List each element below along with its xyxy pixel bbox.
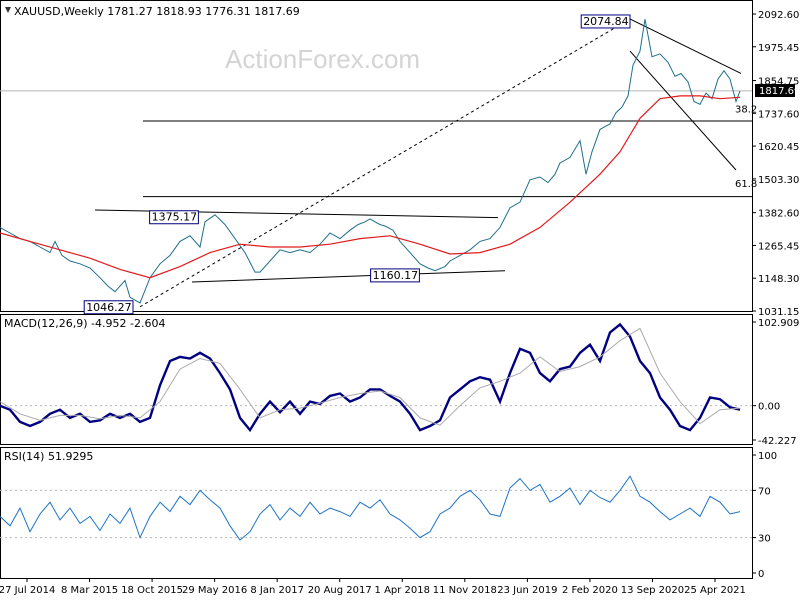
series-price <box>0 19 741 304</box>
rsi-title: RSI(14) 51.9295 <box>4 450 93 463</box>
last-price-box <box>755 84 795 97</box>
watermark: ActionForex.com <box>225 44 420 74</box>
x-tick-label: 1 Apr 2018 <box>375 585 430 596</box>
rsi-axis-tick-label: 100 <box>758 451 777 462</box>
price-axis-tick-label: 1148.30 <box>758 274 799 285</box>
price-axis-tick-label: 1265.45 <box>758 241 799 252</box>
trendline-4 <box>629 50 737 171</box>
series-macd <box>0 322 741 433</box>
rsi-axis-tick-label: 70 <box>758 486 771 497</box>
annotation-2074.84: 2074.84 <box>583 15 629 28</box>
last-price-label: 1817.69 <box>759 86 800 97</box>
x-tick-label: 20 Aug 2017 <box>308 585 372 596</box>
title-arrow-icon <box>5 7 11 13</box>
annotation-1046.27: 1046.27 <box>86 301 132 314</box>
price-axis-tick-label: 1737.60 <box>758 109 799 120</box>
price-axis-tick-label: 2092.60 <box>758 10 799 21</box>
series-signal <box>0 327 741 426</box>
x-tick-label: 11 Nov 2018 <box>433 585 497 596</box>
fib-label-61.8: 61.8 <box>735 179 757 190</box>
x-tick-label: 8 Mar 2015 <box>61 585 118 596</box>
x-tick-label: 8 Jan 2017 <box>250 585 304 596</box>
price-title-bg <box>3 3 249 18</box>
price-axis-tick-label: 1503.30 <box>758 175 799 186</box>
price-axis-tick-label: 1854.75 <box>758 77 799 88</box>
x-tick-label: 27 Jul 2014 <box>0 585 55 596</box>
trendline-2 <box>191 270 506 283</box>
macd-panel: 102.909 0.00 -42.227 MACD(12,26,9) -4.952 … <box>0 314 799 447</box>
annotation-1375.17: 1375.17 <box>152 211 198 224</box>
x-tick-label: 23 Jun 2019 <box>497 585 557 596</box>
price-axis-tick-label: 1620.45 <box>758 142 799 153</box>
rsi-axis-tick-label: 0 <box>758 569 764 580</box>
rsi-axis-tick-label: 30 <box>758 534 771 545</box>
x-tick-label: 13 Sep 2020 <box>621 585 684 596</box>
annotation-box-1046.27 <box>83 300 134 315</box>
price-axis-tick-label: 1382.60 <box>758 209 799 220</box>
macd-title: MACD(12,26,9) -4.952 -2.604 <box>4 317 165 330</box>
rsi-panel: 100 70 30 0 RSI(14) 51.9295 <box>0 447 777 580</box>
annotation-box-2074.84 <box>580 14 631 29</box>
annotation-box-1375.17 <box>149 210 199 225</box>
trendline-0 <box>139 18 631 308</box>
x-tick-label: 29 May 2016 <box>182 585 247 596</box>
macd-axis-tick-label: 102.909 <box>758 318 799 329</box>
macd-axis-tick-label: -42.227 <box>758 436 797 447</box>
annotation-1160.17: 1160.17 <box>373 269 419 282</box>
fib-label-38.2: 38.2 <box>735 105 757 116</box>
macd-axis-tick-label: 0.00 <box>758 402 780 413</box>
annotation-box-1160.17 <box>370 268 420 283</box>
x-tick-label: 18 Oct 2015 <box>121 585 183 596</box>
series-rsi <box>0 475 741 541</box>
price-panel-frame <box>0 0 753 312</box>
rsi-panel-frame <box>0 447 753 579</box>
x-axis: 27 Jul 2014 8 Mar 2015 18 Oct 2015 29 May 2… <box>0 578 746 596</box>
price-panel: ActionForex.com 2074.84 1375.17 1160.17 104… <box>0 0 800 318</box>
trendline-3 <box>629 18 742 74</box>
price-axis-tick-label: 1031.15 <box>758 307 799 318</box>
price-axis-tick-label: 1975.45 <box>758 43 799 54</box>
price-title: XAUUSD,Weekly 1781.27 1818.93 1776.31 18… <box>14 5 300 18</box>
x-tick-label: 2 Feb 2020 <box>562 585 618 596</box>
series-ma <box>0 95 741 279</box>
macd-panel-frame <box>0 314 753 445</box>
x-tick-label: 25 Apr 2021 <box>684 585 746 596</box>
